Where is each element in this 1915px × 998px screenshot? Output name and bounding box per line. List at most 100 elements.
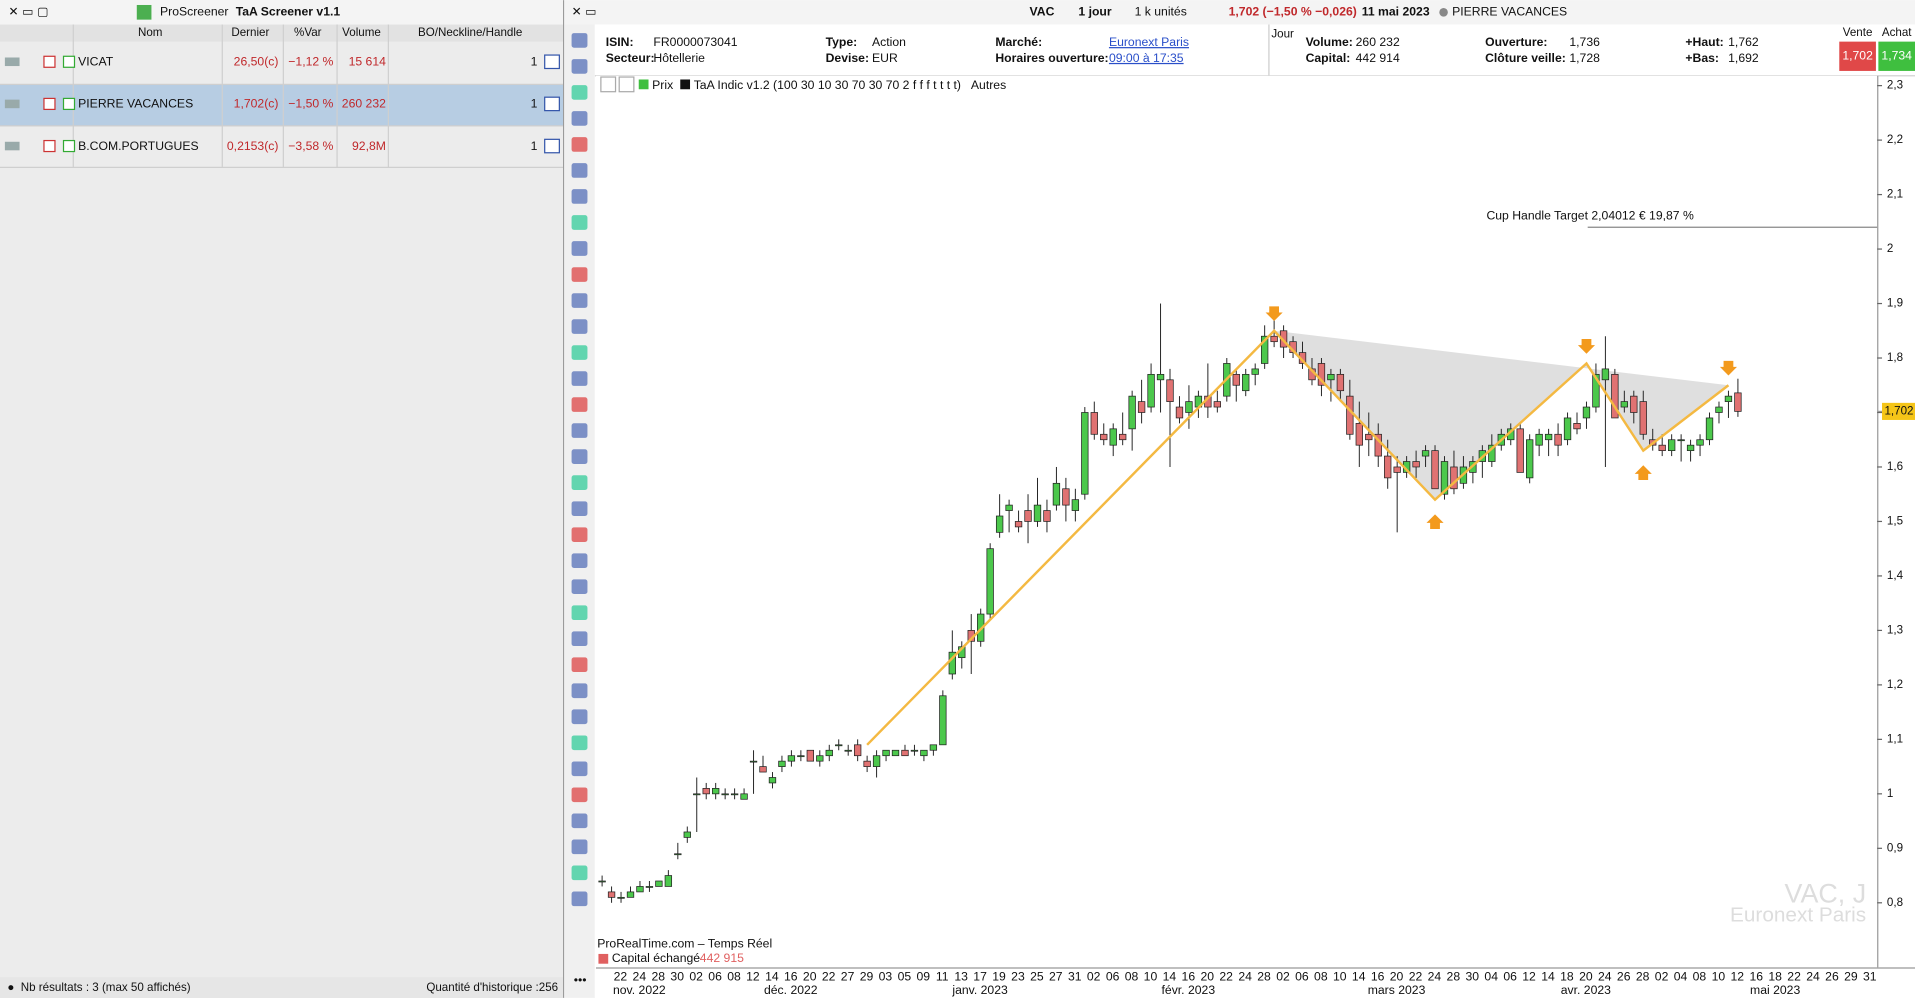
- column-header[interactable]: Volume: [342, 26, 381, 39]
- tool-icon[interactable]: [571, 163, 588, 178]
- more-tools[interactable]: •••: [574, 973, 587, 987]
- screener-icon[interactable]: [136, 4, 152, 20]
- buy-label: Achat: [1882, 26, 1912, 39]
- info-value[interactable]: 09:00 à 17:35: [1109, 51, 1184, 65]
- row-icon[interactable]: [62, 55, 76, 68]
- buy-price[interactable]: 1,734: [1881, 48, 1912, 62]
- candle-body: [1573, 423, 1581, 430]
- tool-icon[interactable]: [571, 449, 588, 464]
- legend-item[interactable]: Prix: [652, 78, 673, 92]
- tool-icon[interactable]: [571, 111, 588, 126]
- row-icon[interactable]: [62, 97, 76, 111]
- y-tick-label: 1,9: [1887, 297, 1903, 310]
- tool-icon[interactable]: [571, 501, 588, 516]
- tool-icon[interactable]: [571, 735, 588, 751]
- candle-body: [1033, 504, 1042, 522]
- units-select[interactable]: 1 k unités: [1135, 5, 1187, 19]
- legend-icon[interactable]: [600, 76, 617, 93]
- info-value[interactable]: Euronext Paris: [1109, 35, 1189, 49]
- y-tick-label: 1,5: [1887, 515, 1903, 528]
- column-header[interactable]: Nom: [138, 26, 162, 39]
- candle-body: [1450, 466, 1458, 490]
- tool-icon[interactable]: [571, 85, 588, 100]
- tool-icon[interactable]: [571, 683, 588, 699]
- tool-icon[interactable]: [571, 345, 588, 360]
- tool-icon[interactable]: [571, 293, 588, 308]
- info-label: Secteur:: [606, 51, 655, 65]
- period-tab[interactable]: Jour: [1271, 27, 1294, 40]
- watermark: Euronext Paris: [1730, 904, 1866, 927]
- tool-icon[interactable]: [571, 761, 588, 777]
- screener-button[interactable]: ProScreener: [160, 5, 229, 19]
- candle-body: [1014, 521, 1023, 528]
- month-label: nov. 2022: [613, 983, 666, 997]
- tool-icon[interactable]: [571, 371, 588, 386]
- row-icon[interactable]: [62, 139, 76, 153]
- row-icon[interactable]: [544, 54, 560, 70]
- sell-price[interactable]: 1,702: [1842, 48, 1873, 62]
- tool-icon[interactable]: [571, 397, 588, 412]
- tool-icon[interactable]: [571, 319, 588, 334]
- tool-icon[interactable]: [571, 241, 588, 256]
- info-label: Volume:: [1306, 35, 1353, 49]
- screener-select[interactable]: TaA Screener v1.1: [236, 5, 341, 19]
- candle-body: [1081, 412, 1089, 495]
- candle-body: [749, 760, 758, 763]
- column-header[interactable]: Dernier: [231, 26, 269, 39]
- row-icon[interactable]: [544, 138, 560, 154]
- tool-icon[interactable]: [571, 657, 588, 673]
- tool-icon[interactable]: [571, 605, 588, 621]
- candle-body: [1365, 433, 1373, 441]
- close-icon[interactable]: ✕ ▭: [572, 5, 597, 19]
- buy-button[interactable]: [1878, 41, 1915, 71]
- row-icon[interactable]: [43, 97, 56, 111]
- period-select[interactable]: 1 jour: [1078, 5, 1111, 19]
- selected-row[interactable]: [0, 84, 564, 126]
- tool-icon[interactable]: [571, 787, 588, 803]
- tool-icon[interactable]: [571, 423, 588, 438]
- tool-icon[interactable]: [571, 631, 588, 647]
- tool-icon[interactable]: [571, 59, 588, 74]
- column-header[interactable]: BO/Neckline/Handle: [418, 26, 522, 39]
- tool-icon[interactable]: [571, 813, 588, 829]
- candle-body: [1686, 444, 1695, 451]
- tool-icon[interactable]: [571, 475, 588, 490]
- tool-icon[interactable]: [571, 215, 588, 230]
- x-tick-label: 08: [1314, 969, 1328, 983]
- tool-icon[interactable]: [571, 527, 588, 542]
- candle-body: [1242, 373, 1250, 392]
- capital-swatch: [598, 953, 609, 964]
- row-icon[interactable]: [43, 139, 56, 153]
- candle-body: [1119, 433, 1127, 441]
- legend-icon[interactable]: [618, 76, 635, 93]
- tool-icon[interactable]: [571, 189, 588, 204]
- row-icon[interactable]: [544, 96, 560, 112]
- tool-icon[interactable]: [571, 891, 588, 907]
- tool-icon[interactable]: [571, 579, 588, 595]
- tool-icon[interactable]: [571, 267, 588, 282]
- candle-body: [1715, 406, 1723, 413]
- row-icon[interactable]: [4, 57, 20, 67]
- tool-icon[interactable]: [571, 137, 588, 152]
- candle-body: [1658, 444, 1666, 451]
- x-tick-label: 22: [822, 969, 836, 983]
- tool-icon[interactable]: [571, 839, 588, 855]
- tool-icon[interactable]: [571, 553, 588, 569]
- tool-icon[interactable]: [571, 865, 588, 881]
- candle-body: [806, 749, 814, 762]
- legend-item[interactable]: Autres: [971, 78, 1006, 92]
- candle-body: [1260, 335, 1269, 364]
- row-icon[interactable]: [43, 55, 56, 68]
- column-header[interactable]: %Var: [294, 26, 322, 39]
- legend-item[interactable]: TaA Indic v1.2 (100 30 10 30 70 30 70 2 …: [694, 78, 961, 92]
- x-tick-label: 17: [973, 969, 987, 983]
- cell: 1: [531, 139, 538, 153]
- close-icon[interactable]: ✕ ▭ ▢: [9, 5, 49, 19]
- ticker-select[interactable]: VAC: [1030, 5, 1055, 19]
- tool-icon[interactable]: [571, 709, 588, 725]
- sell-button[interactable]: [1839, 41, 1876, 71]
- row-icon[interactable]: [4, 141, 20, 151]
- y-tick-label: 1,8: [1887, 351, 1903, 364]
- row-icon[interactable]: [4, 99, 20, 109]
- tool-icon[interactable]: [571, 33, 588, 48]
